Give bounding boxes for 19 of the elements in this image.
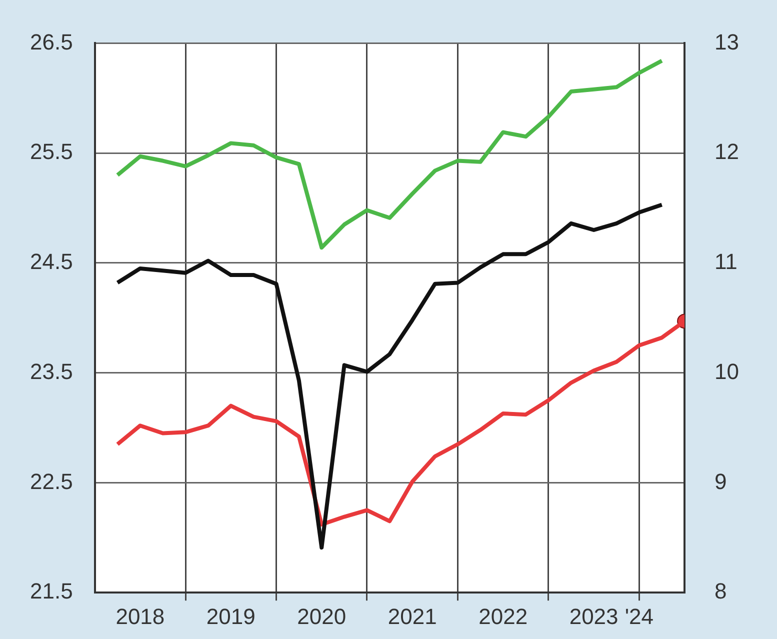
x-tick-label: 2023 — [569, 604, 618, 629]
y2-tick-label: 13 — [714, 29, 740, 54]
x-tick-label: 2019 — [206, 604, 256, 629]
y-tick-label: 24.5 — [30, 249, 73, 274]
y2-tick-label: 11 — [714, 249, 738, 274]
y2-tick-label: 10 — [714, 358, 740, 384]
x-tick-label: 2018 — [116, 604, 165, 629]
y-tick-label: 22.5 — [30, 468, 73, 494]
x-tick-label: '24 — [624, 604, 654, 629]
y2-tick-label: 12 — [714, 139, 740, 164]
x-tick-label: 2022 — [478, 604, 528, 629]
y-tick-label: 25.5 — [30, 139, 73, 164]
y2-tick-label: 8 — [714, 578, 727, 604]
x-tick-label: 2021 — [388, 604, 437, 629]
y2-tick-label: 9 — [714, 468, 727, 494]
y-tick-label: 21.5 — [30, 578, 73, 604]
x-tick-label: 2020 — [297, 604, 346, 629]
y-tick-label: 26.5 — [30, 29, 73, 54]
y-tick-label: 23.5 — [30, 358, 73, 384]
